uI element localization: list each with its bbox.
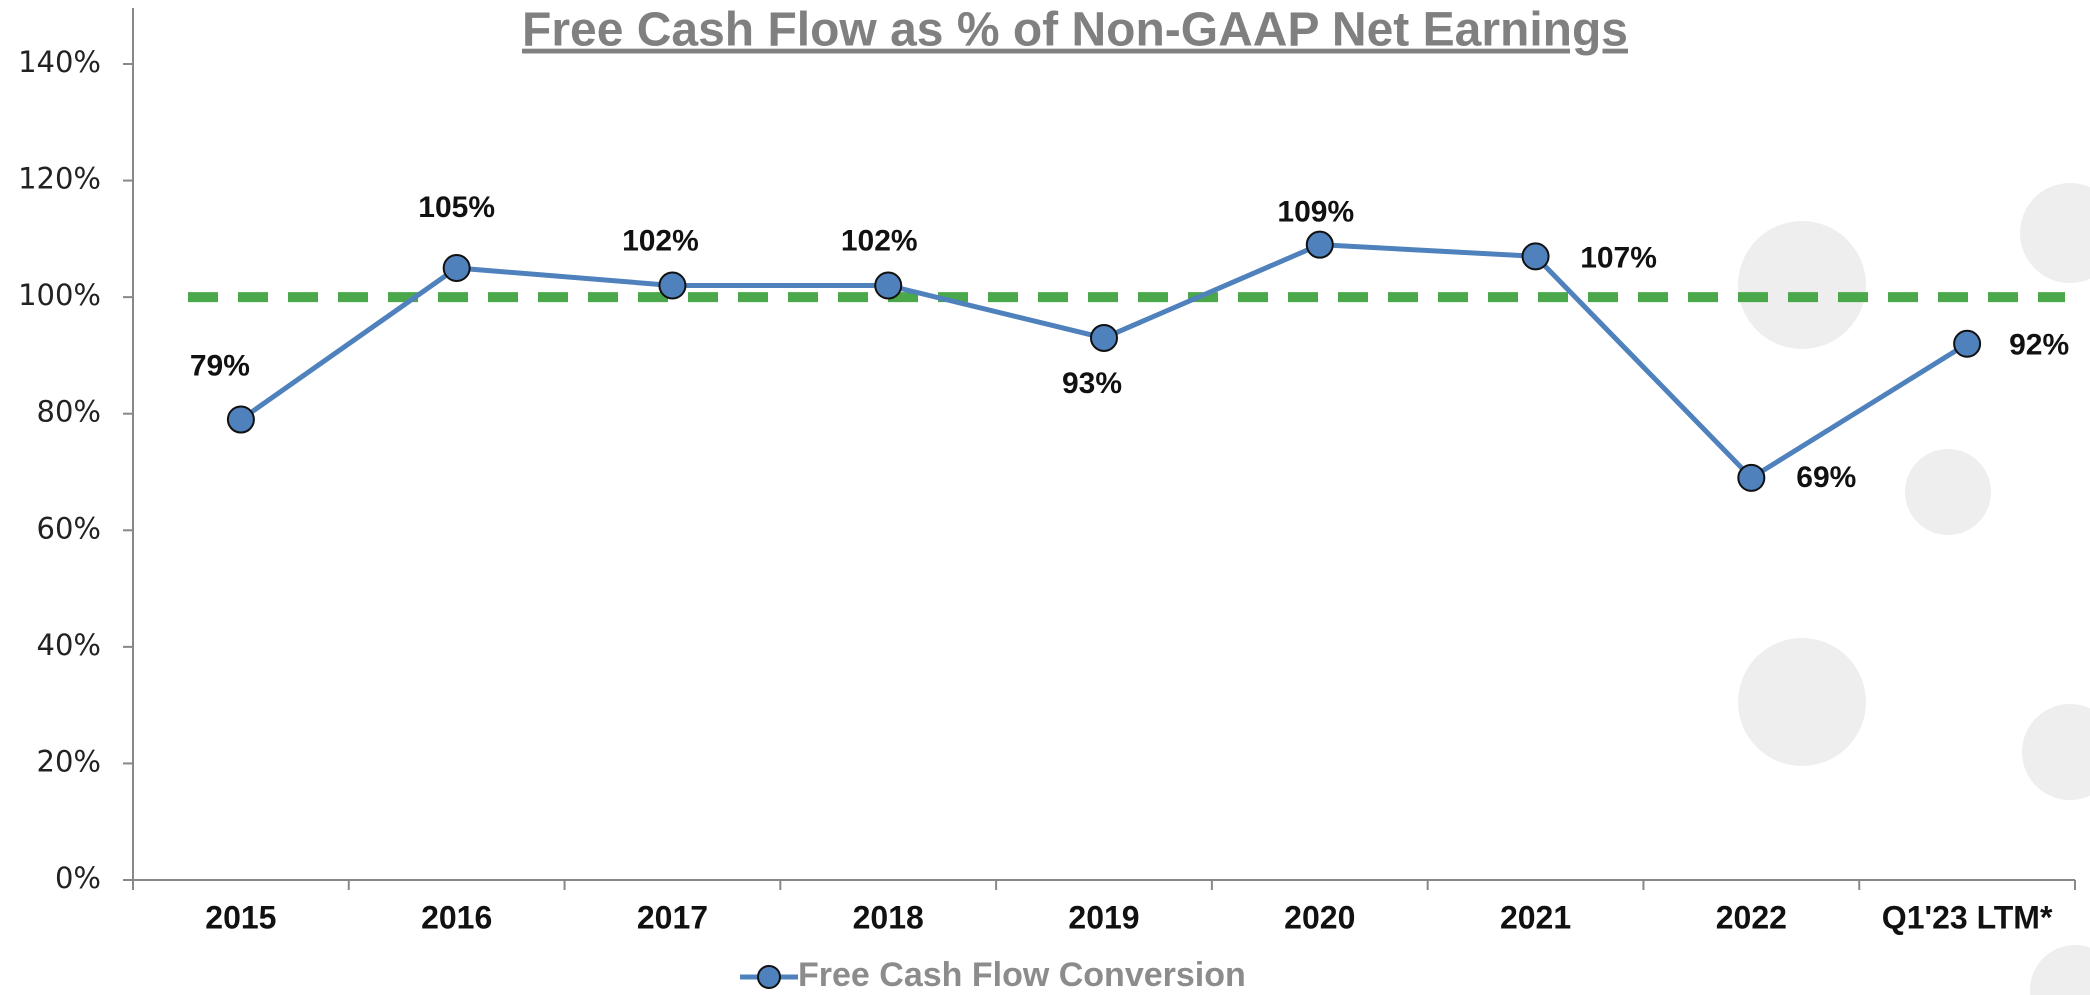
x-tick-label: 2016 <box>421 899 492 935</box>
data-label: 102% <box>841 224 918 257</box>
x-tick-label: 2018 <box>853 899 924 935</box>
x-tick-label: 2020 <box>1284 899 1355 935</box>
series-line <box>239 242 1969 482</box>
legend-marker <box>757 965 781 989</box>
y-tick-label: 140% <box>18 45 101 79</box>
x-tick-label: 2015 <box>205 899 276 935</box>
data-point <box>658 271 687 300</box>
x-tick-label: 2021 <box>1500 899 1571 935</box>
y-tick-label: 20% <box>37 744 101 778</box>
data-label: 79% <box>190 349 250 382</box>
data-label: 109% <box>1277 196 1354 229</box>
chart-title: Free Cash Flow as % of Non-GAAP Net Earn… <box>522 4 1628 57</box>
data-label: 69% <box>1796 461 1856 494</box>
data-label: 107% <box>1580 241 1657 274</box>
x-tick-label: 2017 <box>637 899 708 935</box>
data-point <box>1090 323 1118 352</box>
y-tick-label: 0% <box>55 861 101 895</box>
data-point <box>874 271 903 300</box>
y-tick-label: 40% <box>37 628 101 662</box>
y-tick-label: 100% <box>18 278 101 312</box>
legend-label: Free Cash Flow Conversion <box>798 956 1246 994</box>
data-label: 105% <box>418 191 495 224</box>
y-tick-label: 120% <box>18 162 101 196</box>
data-point <box>226 405 255 434</box>
data-label: 93% <box>1062 367 1122 400</box>
x-tick-label: 2019 <box>1068 899 1139 935</box>
y-tick-label: 80% <box>37 395 101 429</box>
data-label: 102% <box>622 224 699 257</box>
x-tick-label: Q1'23 LTM* <box>1882 899 2053 935</box>
data-point <box>1737 463 1766 492</box>
data-point <box>1521 242 1550 271</box>
data-point <box>1305 230 1334 259</box>
data-label: 92% <box>2009 329 2069 362</box>
data-point <box>1953 329 1982 358</box>
data-point <box>442 254 471 282</box>
y-tick-label: 60% <box>37 511 101 545</box>
background-decoration <box>1738 183 2090 995</box>
x-tick-label: 2022 <box>1716 899 1787 935</box>
